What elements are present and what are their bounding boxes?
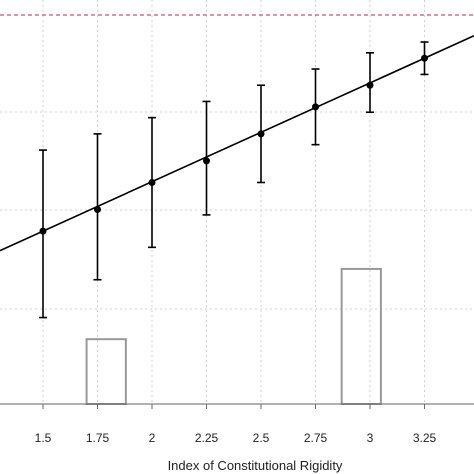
x-tick-label-5: 2.75 [304, 431, 328, 445]
data-point-0 [39, 227, 47, 235]
data-point-6 [366, 81, 374, 89]
x-tick-label-7: 3.25 [413, 431, 437, 445]
point-estimates [39, 41, 429, 319]
data-point-7 [421, 54, 428, 62]
grid [0, 0, 474, 404]
x-axis-title: Index of Constitutional Rigidity [168, 458, 343, 473]
data-point-2 [148, 178, 156, 186]
x-tick-label-1: 1.75 [86, 431, 110, 445]
x-tick-label-3: 2.25 [195, 431, 219, 445]
data-point-4 [257, 130, 265, 138]
x-ticks: 1.5 1.75 2 2.25 2.5 2.75 3 3.25 [35, 404, 437, 445]
data-point-3 [203, 157, 210, 165]
histogram-bar-0 [85, 338, 127, 405]
fitted-line [0, 35, 474, 252]
histogram-bar-1 [340, 267, 382, 405]
histogram-bars [85, 267, 382, 405]
x-tick-label-6: 3 [367, 431, 374, 445]
x-tick-label-4: 2.5 [253, 431, 270, 445]
data-point-5 [312, 103, 319, 111]
x-tick-label-2: 2 [149, 431, 156, 445]
x-tick-label-0: 1.5 [35, 431, 52, 445]
data-point-1 [94, 206, 101, 213]
